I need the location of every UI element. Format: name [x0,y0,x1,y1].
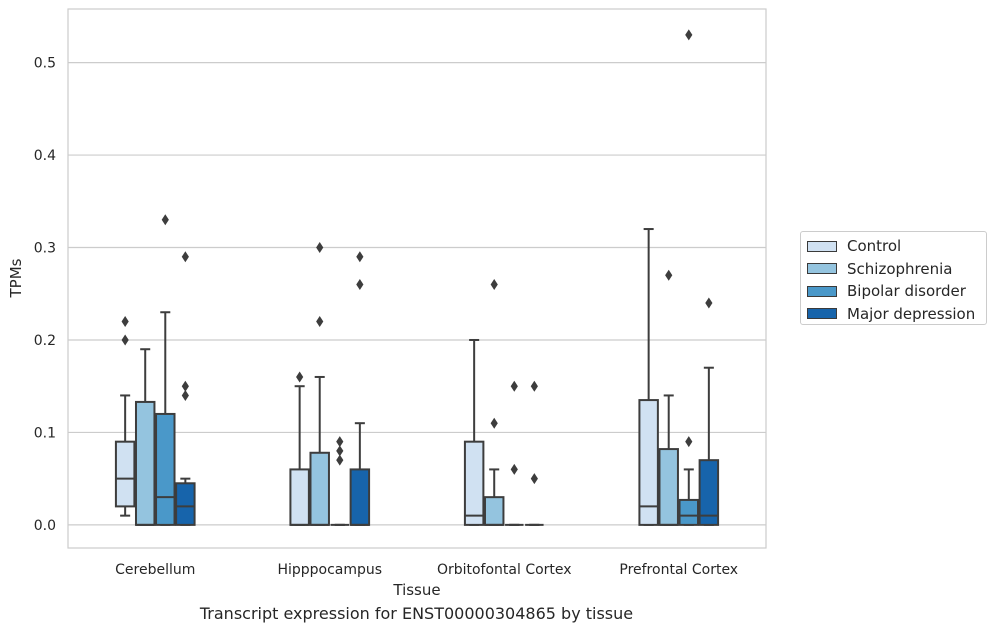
box-body [114,440,136,508]
outlier-point [336,454,344,466]
legend: Control Schizophrenia Bipolar disorder Majo… [800,231,987,325]
box-0-0 [114,315,136,517]
legend-swatch [807,240,837,252]
y-tick-label: 0.4 [34,148,56,164]
box-2-0 [463,338,485,526]
outlier-point [490,417,498,429]
box-1-2 [330,436,350,526]
box-body [483,496,505,526]
box-body [289,468,310,526]
box-body [698,459,720,526]
y-tick-label: 0.1 [34,425,56,441]
outlier-point [665,269,673,281]
box-body [678,498,700,526]
box-2-2 [505,380,524,526]
legend-item: Major depression [807,303,986,326]
outlier-point [336,436,344,448]
legend-label: Control [847,237,902,256]
outlier-point [181,380,189,392]
legend-item: Bipolar disorder [807,280,986,303]
box-3-2 [678,29,700,526]
outlier-point [530,380,538,392]
box-2-1 [483,279,505,526]
box-body [309,451,330,526]
outlier-point [510,463,518,475]
outlier-point [685,29,693,41]
outlier-point [336,445,344,457]
outlier-point [316,242,324,254]
box-2-3 [525,380,544,526]
box-body [349,468,371,526]
y-tick-label: 0.2 [34,333,56,349]
box-0-2 [155,214,176,526]
outlier-point [705,297,713,309]
outlier-point [161,214,169,226]
plot-frame [67,8,767,549]
y-tick-labels: 0.0 0.1 0.2 0.3 0.4 0.5 [34,56,56,534]
legend-label: Schizophrenia [847,259,953,278]
outlier-point [121,315,129,327]
box-body [638,399,659,526]
figure-caption: Transcript expression for ENST0000030486… [199,604,634,623]
box-body [658,448,679,526]
box-body [134,400,156,526]
outlier-point [121,334,129,346]
outlier-point [316,315,324,327]
legend-swatch [807,263,837,275]
x-tick-label: Cerebellum [115,562,195,578]
legend-label: Major depression [847,304,976,323]
box-3-3 [698,297,720,526]
y-axis-label: TPMs [7,258,25,298]
outlier-point [356,279,364,291]
x-tick-label: Orbitofontal Cortex [437,562,572,578]
outlier-point [181,389,189,401]
legend-swatch [807,285,837,297]
box-1-3 [349,251,371,526]
x-axis-label: Tissue [392,581,440,599]
box-body [155,412,176,526]
box-3-0 [638,228,659,526]
x-tick-label: Hipppocampus [277,562,382,578]
boxes [114,29,720,526]
outlier-point [685,436,693,448]
box-0-3 [175,251,196,526]
y-tick-label: 0.5 [34,56,56,72]
box-1-0 [289,371,310,526]
outlier-point [296,371,304,383]
box-body [175,482,196,526]
outlier-point [530,473,538,485]
legend-label: Bipolar disorder [847,282,966,301]
box-1-1 [309,242,330,526]
box-body [463,440,485,526]
y-tick-label: 0.3 [34,241,56,257]
box-0-1 [134,348,156,526]
outlier-point [490,279,498,291]
outlier-point [510,380,518,392]
box-3-1 [658,269,679,526]
outlier-point [181,251,189,263]
x-tick-label: Prefrontal Cortex [619,562,738,578]
legend-swatch [807,308,837,320]
y-tick-label: 0.0 [34,518,56,534]
x-tick-labels: Cerebellum Hipppocampus Orbitofontal Corte… [115,562,738,578]
legend-item: Control [807,235,986,258]
legend-item: Schizophrenia [807,258,986,281]
outlier-point [356,251,364,263]
